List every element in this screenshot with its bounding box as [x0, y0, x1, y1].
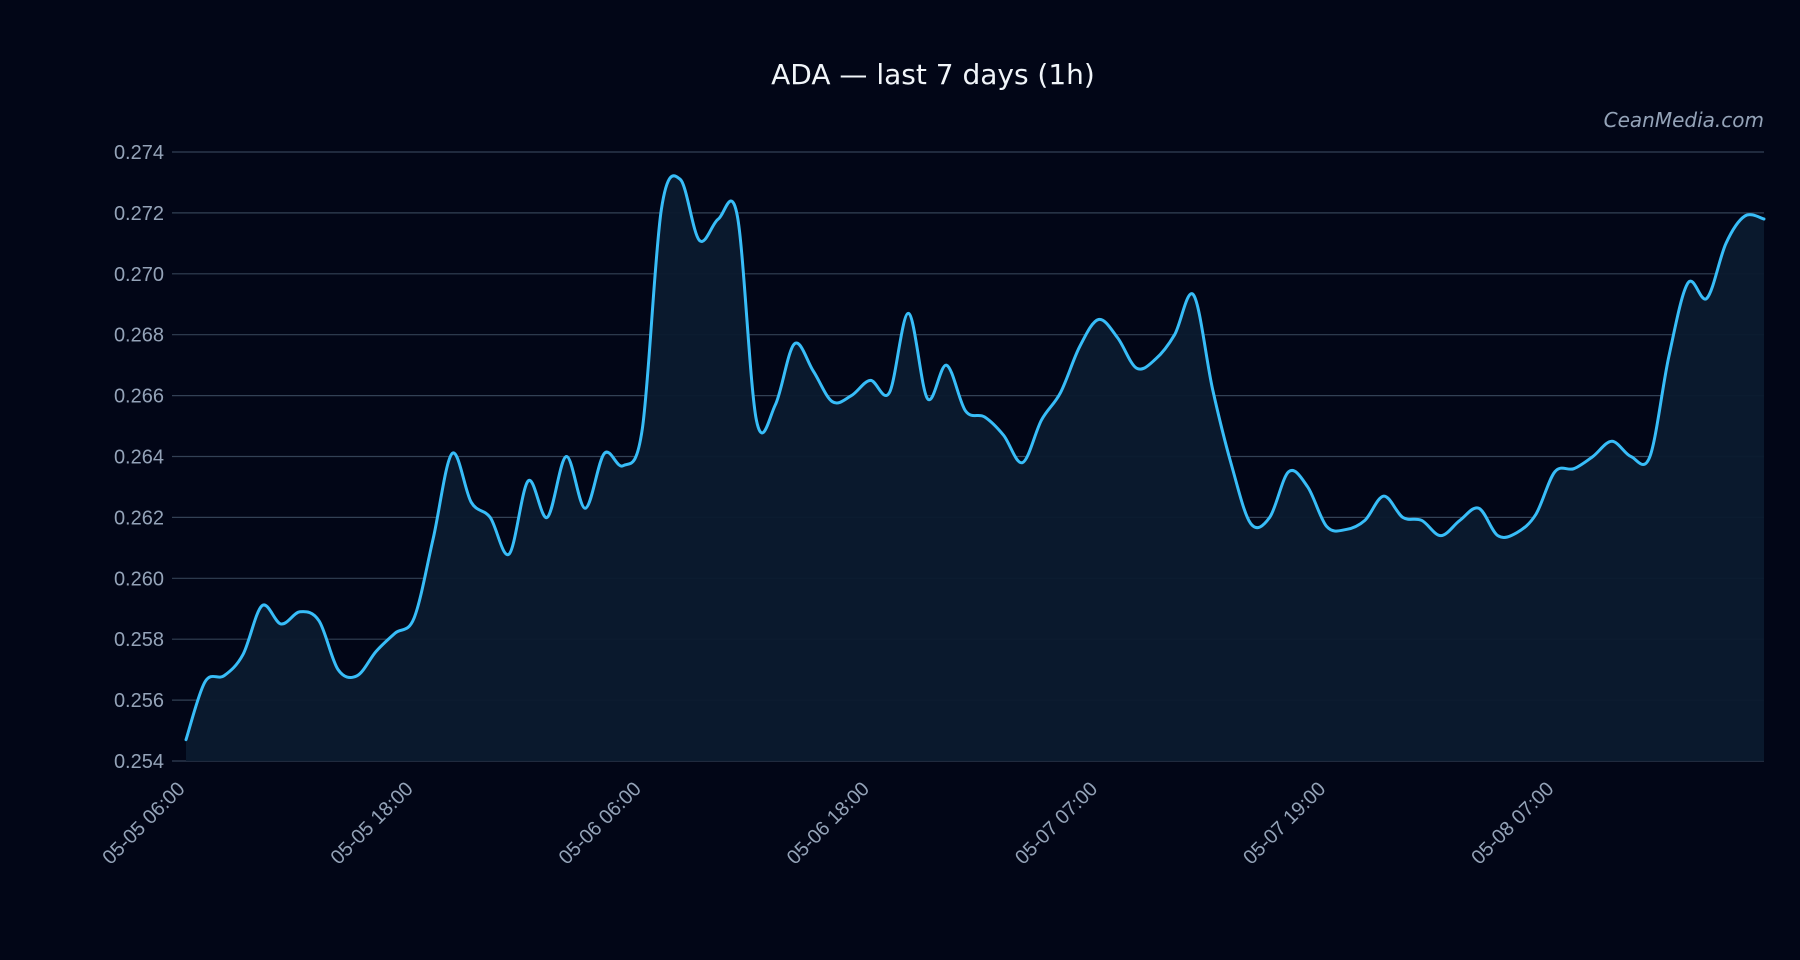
chart-title: ADA — last 7 days (1h) — [771, 58, 1095, 91]
watermark-text: CeanMedia.com — [1604, 108, 1764, 132]
y-tick-label: 0.258 — [114, 629, 164, 651]
y-tick-label: 0.272 — [114, 203, 164, 225]
price-series-line — [184, 174, 1766, 742]
y-tick-label: 0.254 — [114, 751, 164, 773]
y-tick-label: 0.264 — [114, 447, 164, 469]
y-tick-label: 0.268 — [114, 325, 164, 347]
y-tick-label: 0.274 — [114, 142, 164, 164]
y-tick-label: 0.262 — [114, 507, 164, 529]
y-axis-ticks: 0.254 0.256 0.258 0.260 0.262 0.264 0.266 0.268… — [114, 142, 164, 773]
y-tick-label: 0.260 — [114, 568, 164, 590]
y-tick-label: 0.266 — [114, 386, 164, 408]
y-tick-label: 0.270 — [114, 264, 164, 286]
y-tick-label: 0.256 — [114, 690, 164, 712]
price-area-fill — [186, 175, 1764, 762]
